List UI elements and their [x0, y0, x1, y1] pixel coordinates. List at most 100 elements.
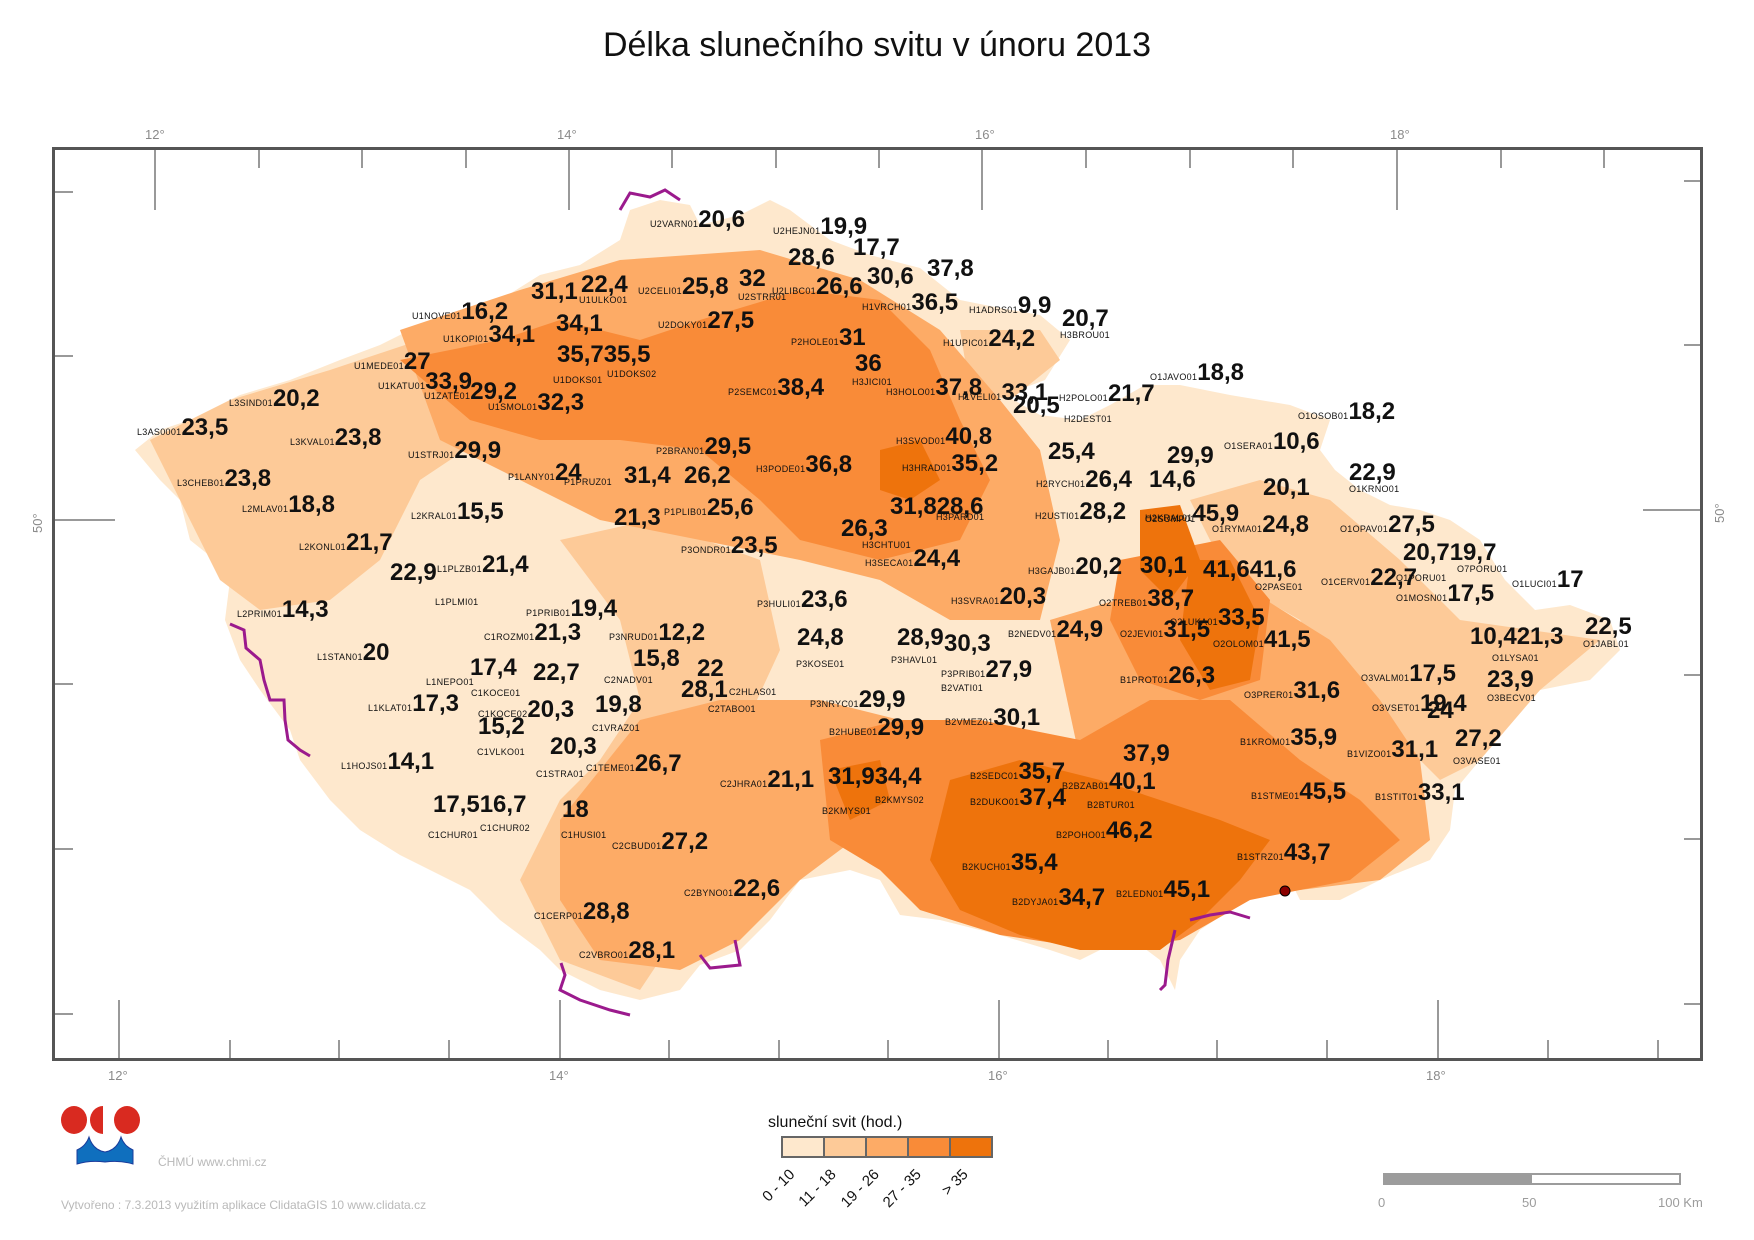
station-value: 17,3 — [412, 690, 459, 717]
station-value: 19,4 — [1419, 690, 1467, 717]
station-code: P1LANY01 — [508, 472, 555, 482]
station-label: 29,9 — [1167, 444, 1214, 468]
station-label: 24,8 — [797, 626, 844, 650]
station-label: H2KRAL0145,9 — [1145, 502, 1239, 526]
station-value: 28,1 — [628, 937, 676, 964]
station-label: C2JHRA0121,1 — [720, 768, 814, 792]
station-value: 37,8 — [927, 255, 974, 282]
station-value: 26,3 — [841, 515, 888, 542]
station-label: B1STME0145,5 — [1251, 780, 1346, 804]
map-title: Délka slunečního svitu v únoru 2013 — [602, 26, 1152, 64]
station-code: C2VBRO01 — [579, 950, 629, 960]
station-value: 17,5 — [1447, 580, 1495, 607]
lon-label-top: 18° — [1390, 127, 1410, 142]
scale-label: 50 — [1522, 1195, 1537, 1210]
station-label: U1STRJ0129,9 — [408, 439, 501, 463]
station-label: O1KRNO01 — [1349, 480, 1399, 496]
station-value: 28,1 — [681, 676, 728, 703]
station-code: O1MOSN01 — [1396, 593, 1448, 603]
station-value: 31,6 — [1293, 677, 1341, 704]
station-value: 29,9 — [858, 686, 906, 713]
station-label: L3SIND0120,2 — [229, 387, 320, 411]
credits-created: Vytvořeno : 7.3.2013 využitím aplikace C… — [61, 1198, 427, 1212]
station-label: O2SUMP01 — [1145, 510, 1195, 526]
station-code: P3NRYC01 — [810, 699, 859, 709]
station-code: O2OLOM01 — [1213, 639, 1264, 649]
station-value: 21,3 — [614, 504, 661, 531]
station-code: L1HOJS01 — [341, 761, 388, 771]
station-code: B1PROT01 — [1120, 675, 1169, 685]
station-label: 37,9 — [1123, 742, 1170, 766]
station-value: 20,3 — [550, 733, 597, 760]
station-label: B2KUCH0135,4 — [962, 851, 1058, 875]
station-code: L2KRAL01 — [411, 511, 457, 521]
station-value: 17,7 — [853, 234, 900, 261]
station-label: B2KMYS02 — [875, 791, 924, 807]
station-code: P3HULI01 — [757, 599, 801, 609]
station-value: 29,9 — [877, 714, 925, 741]
station-value: 40,1 — [1108, 768, 1156, 795]
station-value: 14,1 — [387, 748, 435, 775]
station-label: 26,3 — [841, 517, 888, 541]
station-code: O2TREB01 — [1099, 598, 1148, 608]
station-value: 35,9 — [1290, 724, 1338, 751]
station-label: B1STRZ0143,7 — [1237, 841, 1331, 865]
legend-swatch — [825, 1138, 867, 1156]
station-code: P2SEMC01 — [728, 387, 778, 397]
station-label: U1KOPI0134,1 — [443, 323, 535, 347]
station-label: 22,4 — [581, 273, 628, 297]
graticule-ticks — [55, 150, 1702, 1060]
station-value: 46,2 — [1105, 817, 1153, 844]
station-code: O1RYMA01 — [1212, 524, 1263, 534]
station-code: H3SVRA01 — [951, 596, 1000, 606]
station-label: P3PRIB0127,9 — [941, 658, 1032, 682]
lon-label-bottom: 16° — [988, 1068, 1008, 1083]
station-code: C1STRA01 — [536, 769, 584, 779]
station-code: U1DOKS02 — [607, 369, 657, 379]
station-code: H3HRAD01 — [902, 463, 952, 473]
station-code: P1PRIB01 — [526, 608, 571, 618]
station-label: B2KMYS01 — [822, 802, 871, 818]
station-code: B1STME01 — [1251, 791, 1300, 801]
station-value: 27,2 — [1455, 725, 1502, 752]
station-value: 22,7 — [533, 659, 580, 686]
station-code: O1JAVO01 — [1150, 372, 1198, 382]
station-label: O2TREB0138,7 — [1099, 587, 1194, 611]
station-label: O1LYSA01 — [1492, 649, 1539, 665]
station-label: O3PRER0131,6 — [1244, 679, 1340, 703]
station-label: U2LIBC0126,6 — [772, 275, 863, 299]
station-label: 34,1 — [556, 312, 603, 336]
station-code: H3CHTU01 — [862, 540, 911, 550]
station-label: 31,934,4 — [828, 765, 921, 789]
station-value: 12,2 — [658, 619, 706, 646]
station-code: B2HUBE01 — [829, 727, 878, 737]
station-code: P1PRUZ01 — [564, 477, 612, 487]
station-code: O2SUMP01 — [1145, 514, 1196, 524]
station-value: 26,3 — [1168, 662, 1216, 689]
station-code: U1KOPI01 — [443, 334, 489, 344]
station-label: 35,735,5 — [557, 343, 650, 367]
station-label: L2MLAV0118,8 — [242, 493, 335, 517]
station-code: P3PRIB01 — [941, 669, 986, 679]
credits-org: ČHMÚ www.chmi.cz — [158, 1155, 267, 1169]
station-label: 26,2 — [684, 464, 731, 488]
station-value: 34,1 — [488, 321, 536, 348]
station-label: P3KOSE01 — [796, 655, 844, 671]
station-value: 31,1 — [1391, 736, 1439, 763]
station-label: U2HEJN0119,9 — [773, 215, 867, 239]
station-label: L2KRAL0115,5 — [411, 500, 504, 524]
station-code: U1SMOL01 — [488, 402, 538, 412]
station-label: 22,9 — [390, 561, 437, 585]
station-code: H1VELI01 — [958, 392, 1002, 402]
station-label: C1CHUR02 — [480, 819, 530, 835]
station-label: L3KVAL0123,8 — [290, 426, 382, 450]
station-code: L1STAN01 — [317, 652, 363, 662]
station-value: 31 — [838, 324, 866, 351]
station-label: O2OLOM0141,5 — [1213, 628, 1311, 652]
station-code: O1OPAV01 — [1340, 524, 1389, 534]
scale-label: 100 Km — [1658, 1195, 1703, 1210]
lat-label-left: 50° — [30, 513, 45, 533]
station-value: 28,2 — [1079, 498, 1127, 525]
station-code: H3PODE01 — [756, 464, 806, 474]
station-label: P2SEMC0138,4 — [728, 376, 824, 400]
